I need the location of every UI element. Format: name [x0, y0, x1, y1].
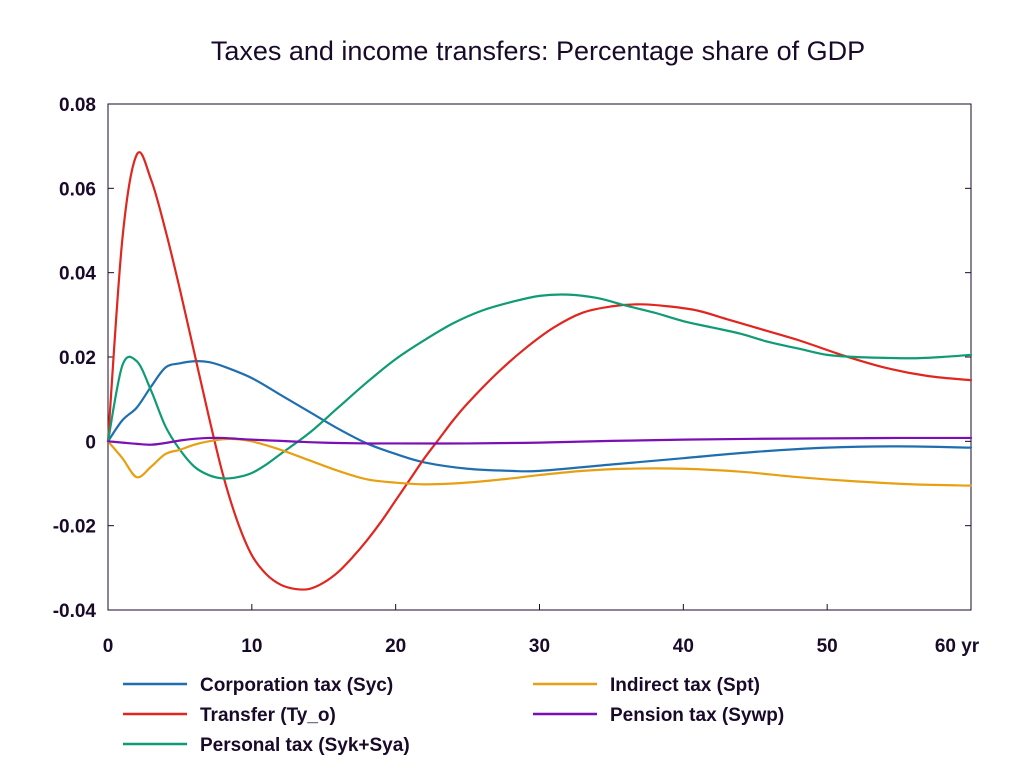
series-layer: [106, 151, 973, 591]
y-tick-label: 0.04: [59, 264, 96, 285]
x-tick-label: 10: [241, 636, 262, 657]
legend-item: Indirect tax (Spt): [533, 675, 760, 696]
y-tick-label: 0.02: [59, 348, 96, 369]
legend: Corporation tax (Syc) Transfer (Ty_o) Pers…: [123, 675, 784, 756]
series-line-1: [106, 360, 973, 473]
chart-title: Taxes and income transfers: Percentage s…: [211, 36, 865, 66]
legend-label: Transfer (Ty_o): [200, 705, 336, 726]
legend-label: Personal tax (Syk+Sya): [200, 735, 410, 756]
x-tick-label: 60 yr: [935, 636, 980, 657]
legend-label: Pension tax (Sywp): [610, 705, 784, 726]
series-line-3: [106, 293, 973, 480]
x-tick-label: 20: [385, 636, 406, 657]
legend-item: Pension tax (Sywp): [533, 705, 784, 726]
x-tick-label: 50: [817, 636, 838, 657]
series-line-5: [106, 436, 973, 446]
legend-label: Corporation tax (Syc): [200, 675, 393, 696]
legend-item: Transfer (Ty_o): [123, 705, 336, 726]
legend-item: Corporation tax (Syc): [123, 675, 393, 696]
legend-item: Personal tax (Syk+Sya): [123, 735, 410, 756]
plot-area: [107, 103, 972, 611]
y-tick-label: 0: [85, 432, 96, 453]
series-line-2: [106, 151, 973, 591]
y-tick-label: -0.02: [53, 517, 96, 538]
legend-label: Indirect tax (Spt): [610, 675, 760, 696]
x-tick-label: 40: [673, 636, 694, 657]
x-tick-label: 0: [103, 636, 114, 657]
axis-tick-labels: -0.04 -0.02 0 0.02 0.04 0.06 0.08 0 10 20 30 40 50 60…: [53, 95, 980, 657]
y-tick-label: 0.08: [59, 95, 96, 116]
series-line-4: [106, 437, 973, 487]
y-tick-label: -0.04: [53, 601, 97, 622]
x-tick-label: 30: [529, 636, 550, 657]
y-tick-label: 0.06: [59, 179, 96, 200]
